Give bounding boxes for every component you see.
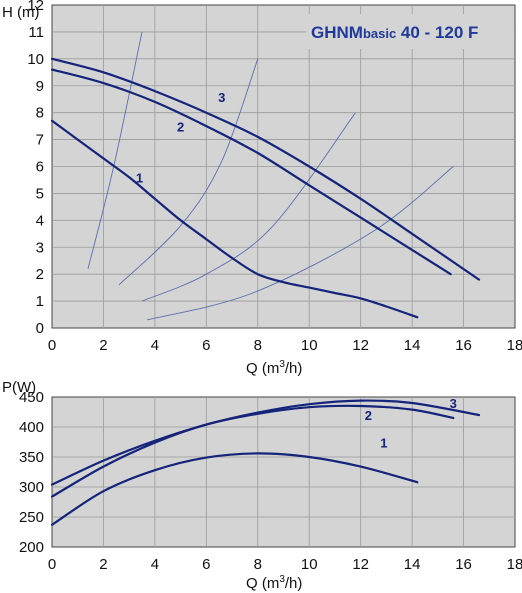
- y-tick-label: 400: [19, 419, 44, 436]
- x-tick-label: 16: [455, 556, 472, 573]
- head-chart-series: [50, 57, 481, 319]
- x-tick-label: 12: [352, 337, 369, 354]
- curve-label-1: 1: [380, 435, 387, 450]
- head-x-label-end: /h): [285, 360, 303, 377]
- power-chart-grid: [52, 397, 515, 547]
- y-tick-label: 5: [36, 185, 44, 202]
- power-x-axis-label: Q (m3/h): [246, 574, 302, 592]
- system-curve: [147, 166, 454, 321]
- power-chart-y-ticks: 200 250 300 350 400 450: [19, 389, 44, 556]
- curve-label-1: 1: [136, 171, 143, 186]
- y-tick-label: 250: [19, 509, 44, 526]
- x-tick-label: 8: [254, 556, 262, 573]
- curve-1: [50, 452, 419, 526]
- y-tick-label: 8: [36, 105, 44, 122]
- y-tick-label: 450: [19, 389, 44, 406]
- x-tick-label: 6: [202, 556, 210, 573]
- x-tick-label: 14: [404, 556, 421, 573]
- chart-title: GHNMbasic 40 - 120 F: [311, 23, 478, 42]
- head-x-axis-label: Q (m3/h): [246, 359, 302, 377]
- y-tick-label: 300: [19, 479, 44, 496]
- curve-label-2: 2: [177, 120, 184, 135]
- y-tick-label: 12: [27, 0, 44, 14]
- chart-title-rest: 40 - 120 F: [396, 23, 478, 42]
- x-tick-label: 12: [352, 556, 369, 573]
- power-chart-plot-area: [51, 396, 516, 548]
- system-curve: [118, 58, 259, 286]
- power-chart-series: [50, 399, 481, 526]
- power-chart-x-ticks: 0 2 4 6 8 10 12 14 16 18: [48, 556, 522, 573]
- power-x-label-end: /h): [285, 575, 303, 592]
- x-tick-label: 2: [99, 337, 107, 354]
- y-tick-label: 3: [36, 239, 44, 256]
- x-tick-label: 10: [301, 337, 318, 354]
- x-tick-label: 8: [254, 337, 262, 354]
- x-tick-label: 0: [48, 556, 56, 573]
- y-tick-label: 6: [36, 159, 44, 176]
- head-x-label-main: Q (m: [246, 360, 279, 377]
- y-tick-label: 1: [36, 293, 44, 310]
- x-tick-label: 14: [404, 337, 421, 354]
- x-tick-label: 10: [301, 556, 318, 573]
- head-chart-x-ticks: 0 2 4 6 8 10 12 14 16 18: [48, 337, 522, 354]
- y-tick-label: 350: [19, 449, 44, 466]
- chart-title-main: GHNM: [311, 23, 363, 42]
- curve-label-3: 3: [218, 90, 225, 105]
- head-y-axis-label: H (m): [2, 4, 40, 21]
- y-tick-label: 4: [36, 212, 44, 229]
- x-tick-label: 0: [48, 337, 56, 354]
- y-tick-label: 9: [36, 78, 44, 95]
- curve-2: [50, 404, 455, 498]
- y-tick-label: 11: [28, 24, 44, 41]
- head-chart-grid: [52, 5, 515, 328]
- y-tick-label: 2: [36, 266, 44, 283]
- curve-3: [50, 57, 481, 281]
- y-tick-label: 7: [36, 132, 44, 149]
- y-tick-label: 0: [36, 320, 44, 337]
- x-tick-label: 18: [507, 337, 522, 354]
- x-tick-label: 4: [151, 556, 159, 573]
- x-tick-label: 16: [455, 337, 472, 354]
- curve-label-3: 3: [450, 396, 457, 411]
- curve-2: [50, 68, 452, 276]
- curve-1: [50, 119, 419, 319]
- x-tick-label: 18: [507, 556, 522, 573]
- chart-title-box: [306, 14, 514, 49]
- chart-title-sub: basic: [363, 26, 396, 41]
- head-chart-curve-labels: 1 2 3: [136, 90, 226, 186]
- power-chart-curve-labels: 12 3: [365, 396, 457, 451]
- power-x-label-main: Q (m: [246, 575, 279, 592]
- x-tick-label: 4: [151, 337, 159, 354]
- x-tick-label: 6: [202, 337, 210, 354]
- y-tick-label: 200: [19, 539, 44, 556]
- power-x-label-sup: 3: [279, 574, 285, 585]
- power-y-axis-label: P(W): [2, 379, 36, 396]
- curve-3: [50, 399, 481, 486]
- x-tick-label: 2: [99, 556, 107, 573]
- system-curve: [141, 112, 356, 302]
- y-tick-label: 10: [27, 51, 44, 68]
- head-x-label-sup: 3: [279, 359, 285, 370]
- head-chart-system-curves: [87, 31, 454, 321]
- curve-label-2: 2: [365, 408, 372, 423]
